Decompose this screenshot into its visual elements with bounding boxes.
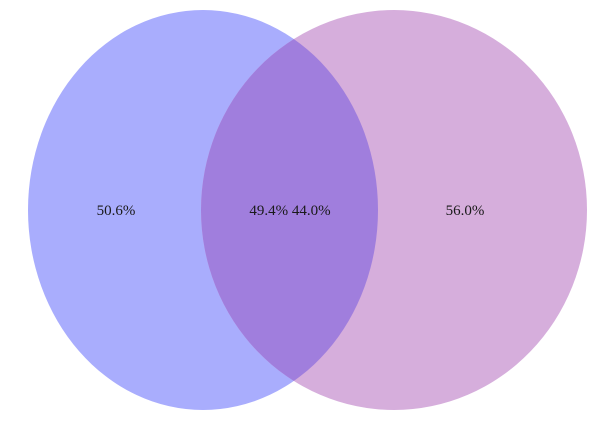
overlap-label: 49.4% 44.0% [249, 203, 330, 219]
venn-overlap-region [201, 10, 378, 410]
left-only-label: 50.6% [97, 203, 136, 219]
right-only-label: 56.0% [446, 203, 485, 219]
